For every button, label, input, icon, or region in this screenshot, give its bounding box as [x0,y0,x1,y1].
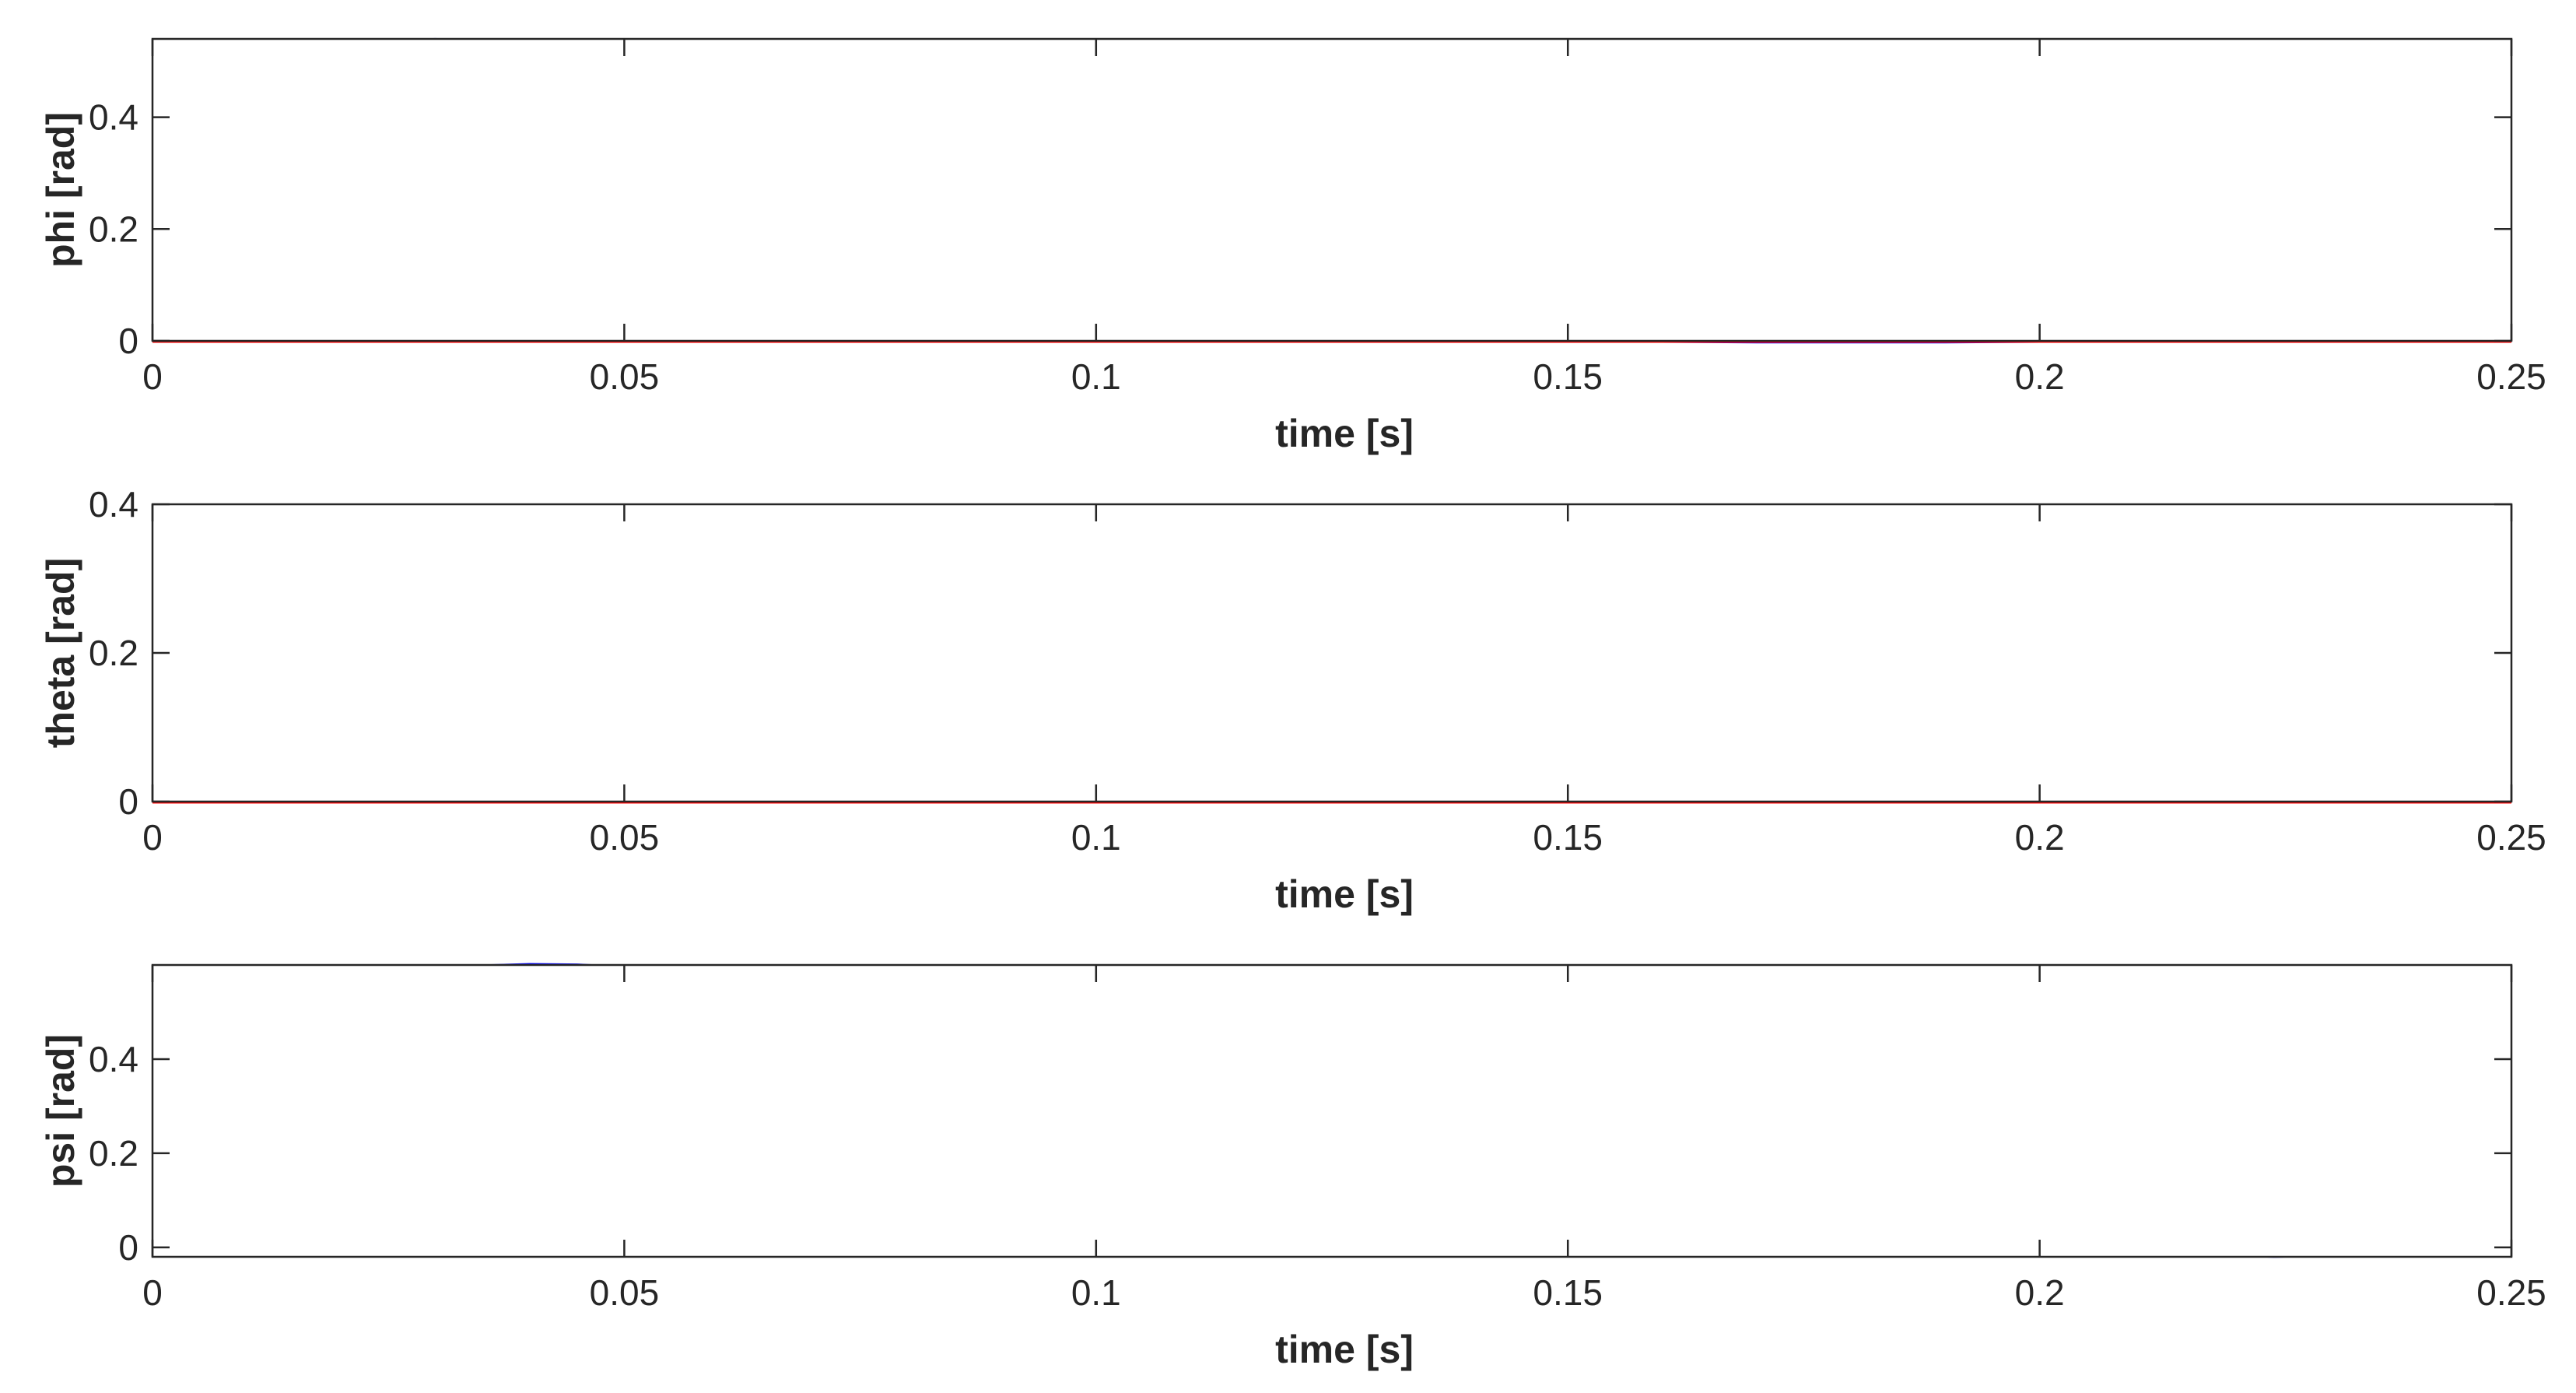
y-tick-label: 0.2 [89,633,138,673]
x-tick-label: 0.05 [590,1272,660,1313]
subplot-3: 0 0.05 0.1 0.15 0.2 0.25 0 0.2 0.4 time [s] psi [r… [39,963,2546,1371]
y-tick-label: 0.4 [89,484,138,525]
x-tick-label: 0.1 [1071,1272,1121,1313]
axes-box [151,37,2513,342]
x-tick-label: 0.25 [2476,356,2546,397]
axes-box [151,503,2513,803]
x-tick-label: 0.2 [2015,356,2065,397]
x-tick-label: 0.15 [1533,1272,1603,1313]
y-axis-label: psi [rad] [39,1034,82,1188]
axes-box [151,963,2513,1258]
x-tick-label: 0.25 [2476,817,2546,858]
x-tick-label: 0 [142,817,163,858]
x-tick-label: 0.2 [2015,1272,2065,1313]
y-tick-label: 0.2 [89,209,138,249]
x-tick-label: 0.1 [1071,817,1121,858]
y-tick-label: 0.2 [89,1133,138,1174]
x-tick-label: 0 [142,356,163,397]
y-tick-label: 0 [118,781,138,822]
x-axis-label: time [s] [1275,412,1414,455]
x-axis-label: time [s] [1275,872,1414,916]
x-tick-label: 0.05 [590,356,660,397]
y-tick-label: 0 [118,1227,138,1268]
y-tick-label: 0 [118,321,138,361]
x-tick-label: 0.25 [2476,1272,2546,1313]
subplot-1: 0 0.05 0.1 0.15 0.2 0.25 0 0.2 0.4 time [s] phi [r… [39,37,2546,455]
y-axis-label: theta [rad] [39,558,82,748]
y-tick-label: 0.4 [89,1039,138,1079]
x-axis-label: time [s] [1275,1328,1414,1371]
subplot-2: 0 0.05 0.1 0.15 0.2 0.25 0 0.2 0.4 time [s] theta … [39,484,2546,916]
y-axis-label: phi [rad] [39,112,82,268]
x-tick-label: 0.1 [1071,356,1121,397]
x-tick-label: 0.15 [1533,356,1603,397]
y-tick-label: 0.4 [89,97,138,138]
x-tick-label: 0.15 [1533,817,1603,858]
x-tick-label: 0.05 [590,817,660,858]
x-tick-label: 0.2 [2015,817,2065,858]
x-tick-label: 0 [142,1272,163,1313]
